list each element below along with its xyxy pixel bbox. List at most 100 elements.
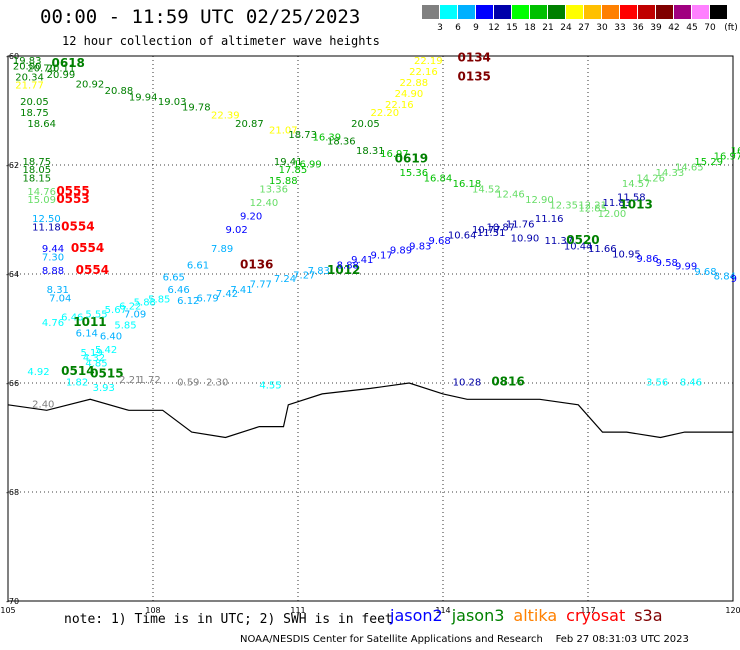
latitude-label: -60	[6, 52, 19, 61]
legend-label: 21	[542, 23, 554, 33]
wave-height-value: 20.05	[20, 97, 49, 108]
satellite-name: jason3	[451, 606, 505, 625]
wave-height-value: 5.67	[105, 305, 127, 316]
wave-height-value: 12.40	[250, 198, 279, 209]
wave-height-value: 6.46	[168, 285, 190, 296]
wave-height-value: 19.78	[182, 103, 211, 114]
wave-height-value: 12.35	[549, 201, 578, 212]
wave-height-value: 6.14	[76, 329, 98, 340]
wave-height-value: 5.85	[148, 294, 170, 305]
wave-height-value: 19.94	[129, 93, 158, 104]
wave-height-value: 5.85	[114, 321, 136, 332]
legend-swatch	[422, 5, 439, 19]
wave-height-value: 8.88	[42, 266, 64, 277]
satellite-name: cryosat	[566, 606, 626, 625]
wave-height-value: 18.75	[23, 157, 52, 168]
wave-height-value: 18.31	[356, 146, 385, 157]
satellite-name: jason2	[390, 606, 443, 625]
pass-time-label: 0514	[61, 364, 94, 378]
wave-height-value: 20.99	[47, 70, 76, 81]
wave-height-value: 16.18	[453, 179, 482, 190]
pass-time-label: 0554	[76, 263, 109, 277]
legend-swatch	[458, 5, 475, 19]
wave-height-value: 8.84	[714, 271, 736, 282]
coastline	[7, 382, 733, 439]
wave-height-value: 11.51	[477, 228, 506, 239]
wave-height-value: 14.76	[27, 187, 56, 198]
wave-height-value: 12.85	[578, 203, 607, 214]
legend-label: 70	[704, 23, 716, 33]
wave-height-value: 19.83	[13, 56, 42, 67]
wave-height-value: 14.65	[675, 162, 704, 173]
wave-height-value: 19.03	[158, 97, 187, 108]
pass-time-label: 0618	[52, 56, 85, 70]
wave-height-value: 21.07	[269, 125, 298, 136]
pass-time-label: 0515	[90, 367, 123, 381]
legend-label: 6	[455, 23, 461, 33]
legend-label: 39	[650, 23, 662, 33]
wave-height-value: 4.76	[42, 318, 64, 329]
wave-height-value: 22.16	[409, 67, 438, 78]
pass-time-label: 0619	[395, 151, 428, 165]
wave-height-value: 9.68	[694, 267, 716, 278]
legend-label: 9	[473, 23, 479, 33]
legend-label: 36	[632, 23, 644, 33]
wave-height-value: 15.36	[400, 168, 429, 179]
wave-height-value: 2.40	[32, 400, 54, 411]
legend-label: 45	[686, 23, 698, 33]
wave-height-value: 12.46	[496, 190, 525, 201]
wave-height-value: 4.92	[27, 367, 49, 378]
wave-height-value: 7.30	[42, 252, 64, 263]
wave-height-value: 12.21	[578, 201, 607, 212]
wave-height-value: 16.97	[714, 152, 740, 163]
wave-height-value: 9.20	[240, 212, 262, 223]
map-frame	[7, 55, 734, 602]
wave-height-value: 1.72	[139, 375, 161, 386]
satellite-name: altika	[513, 606, 558, 625]
wave-height-value: 7.42	[216, 289, 238, 300]
wave-height-value: 11.66	[588, 244, 617, 255]
pass-time-label: 1012	[327, 263, 360, 277]
pass-time-label: 0136	[240, 258, 273, 272]
satellite-name: s3a	[634, 606, 663, 625]
legend-swatch	[710, 5, 727, 19]
legend-label: 24	[560, 23, 572, 33]
legend-label: 33	[614, 23, 626, 33]
longitude-label: 117	[580, 606, 595, 615]
wave-height-value: 9.02	[226, 225, 248, 236]
wave-height-value: 9.99	[675, 262, 697, 273]
wave-height-value: 16.99	[293, 160, 322, 171]
wave-height-value: 20.34	[15, 73, 44, 84]
wave-height-value: 17.85	[279, 165, 308, 176]
pass-time-label: 1011	[73, 315, 106, 329]
wave-height-value: 13.36	[259, 184, 288, 195]
wave-height-value: 16.39	[313, 132, 342, 143]
wave-height-value: 15.09	[27, 195, 56, 206]
wave-height-value: 7.24	[274, 274, 296, 285]
wave-height-value: 10.90	[511, 233, 540, 244]
wave-height-value: 10.95	[612, 250, 641, 261]
legend-label: 30	[596, 23, 608, 33]
legend-label: 15	[506, 23, 518, 33]
wave-height-value: 5.42	[95, 345, 117, 356]
wave-height-value: 9.17	[371, 251, 393, 262]
pass-time-label: 0555	[56, 184, 89, 198]
wave-height-value: 22.88	[400, 78, 429, 89]
legend-swatch	[656, 5, 673, 19]
wave-height-value: 0.59	[177, 378, 199, 389]
pass-time-label: 0520	[566, 233, 599, 247]
wave-height-value: 9.83	[409, 241, 431, 252]
wave-height-value: 1.82	[66, 378, 88, 389]
legend-swatch	[674, 5, 691, 19]
pass-time-label: 0553	[56, 192, 89, 206]
wave-height-value: 20.05	[351, 119, 380, 130]
latitude-label: -64	[6, 270, 19, 279]
wave-height-value: 10.87	[487, 222, 516, 233]
wave-height-value: 14.26	[636, 173, 665, 184]
legend-label: 12	[488, 23, 500, 33]
wave-height-value: 22.16	[385, 100, 414, 111]
map-subtitle: 12 hour collection of altimeter wave hei…	[62, 34, 380, 48]
longitude-label: 108	[145, 606, 160, 615]
wave-height-value: 21.77	[15, 81, 44, 92]
